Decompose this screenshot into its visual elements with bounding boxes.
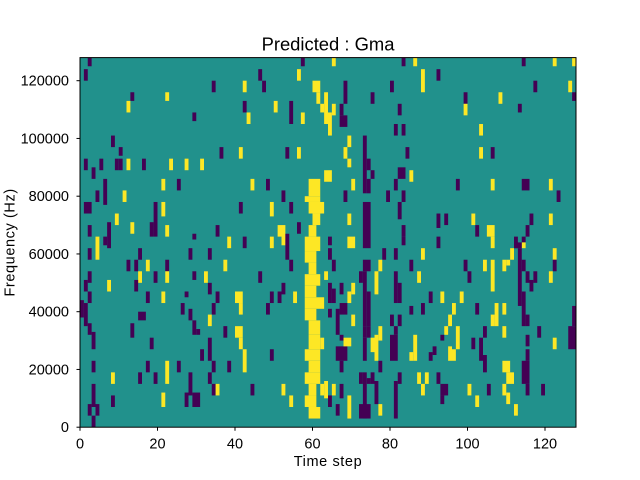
svg-text:120: 120 <box>533 437 557 453</box>
svg-text:100: 100 <box>455 437 479 453</box>
svg-text:40000: 40000 <box>29 305 69 321</box>
svg-text:Predicted : Gma: Predicted : Gma <box>262 34 396 55</box>
svg-text:100000: 100000 <box>21 131 69 147</box>
svg-text:Frequency (Hz): Frequency (Hz) <box>3 188 19 296</box>
svg-text:60: 60 <box>304 437 320 453</box>
svg-text:0: 0 <box>61 420 69 436</box>
svg-text:60000: 60000 <box>29 247 69 263</box>
svg-text:80000: 80000 <box>29 189 69 205</box>
svg-text:120000: 120000 <box>21 74 69 90</box>
svg-text:0: 0 <box>76 437 84 453</box>
svg-text:40: 40 <box>227 437 243 453</box>
svg-text:Time step: Time step <box>294 454 363 470</box>
svg-text:20: 20 <box>149 437 165 453</box>
svg-text:80: 80 <box>382 437 398 453</box>
svg-text:20000: 20000 <box>29 362 69 378</box>
